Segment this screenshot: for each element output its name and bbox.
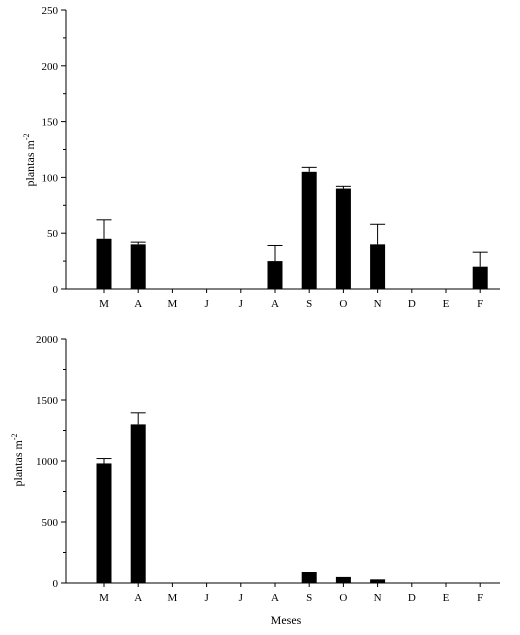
y-tick-label: 250 — [42, 5, 59, 17]
bar — [335, 188, 351, 289]
error-bars-bottom — [96, 412, 146, 464]
y-tick-label: 50 — [47, 228, 59, 240]
y-tick-labels-top: 0 50 100 150 200 250 — [42, 5, 59, 296]
bar — [301, 572, 317, 583]
bar — [96, 238, 112, 289]
x-tick-label: M — [168, 298, 178, 310]
x-tick-label: S — [306, 592, 312, 604]
y-tick-label: 200 — [42, 61, 59, 73]
x-tick-label: D — [408, 592, 416, 604]
x-tick-label: S — [306, 298, 312, 310]
bars-top — [96, 171, 488, 289]
x-tick-label: M — [99, 592, 109, 604]
x-tick-label: E — [443, 592, 450, 604]
y-tick-label: 150 — [42, 117, 59, 129]
x-tick-label: J — [239, 298, 244, 310]
x-tick-label: M — [168, 592, 178, 604]
y-tick-label: 500 — [42, 517, 59, 529]
x-tick-label: A — [271, 298, 279, 310]
y-axis-title-top: plantas m-2 — [22, 134, 37, 187]
x-tick-label: E — [443, 298, 450, 310]
chart-bottom: 0 500 1000 1500 2000 M A M J J A S O N D E F plantas m-… — [10, 334, 500, 627]
y-axis-title-bottom: plantas m-2 — [10, 434, 25, 487]
bar — [130, 424, 146, 583]
x-tick-label: O — [339, 592, 347, 604]
x-tick-label: J — [239, 592, 244, 604]
x-tick-label: M — [99, 298, 109, 310]
y-tick-label: 2000 — [36, 334, 59, 346]
y-tick-label: 0 — [53, 284, 59, 296]
axes-top — [61, 9, 500, 293]
x-tick-label: J — [204, 298, 209, 310]
bars-bottom — [96, 424, 386, 583]
x-axis-title-bottom: Meses — [271, 613, 302, 627]
x-tick-label: N — [374, 592, 382, 604]
bar — [267, 261, 283, 289]
x-tick-label: A — [134, 592, 142, 604]
y-tick-labels-bottom: 0 500 1000 1500 2000 — [36, 334, 59, 590]
y-tick-label: 0 — [53, 578, 59, 590]
x-tick-label: A — [271, 592, 279, 604]
bar — [370, 579, 386, 583]
y-tick-label: 100 — [42, 172, 59, 184]
axes-bottom — [61, 338, 500, 587]
x-tick-label: N — [374, 298, 382, 310]
y-tick-label: 1000 — [36, 456, 59, 468]
y-tick-label: 1500 — [36, 395, 59, 407]
x-tick-label: J — [204, 592, 209, 604]
bar — [96, 463, 112, 583]
bar — [301, 171, 317, 289]
x-tick-label: A — [134, 298, 142, 310]
x-tick-label: F — [477, 298, 483, 310]
chart-top: 0 50 100 150 200 250 M A M J J A S O N D E F plantas m-2 — [22, 5, 500, 310]
bar — [130, 244, 146, 289]
x-tick-label: D — [408, 298, 416, 310]
bar — [370, 244, 386, 289]
x-tick-label: O — [339, 298, 347, 310]
error-bars-top — [96, 166, 488, 267]
x-tick-label: F — [477, 592, 483, 604]
bar — [335, 576, 351, 583]
bar — [472, 266, 488, 289]
